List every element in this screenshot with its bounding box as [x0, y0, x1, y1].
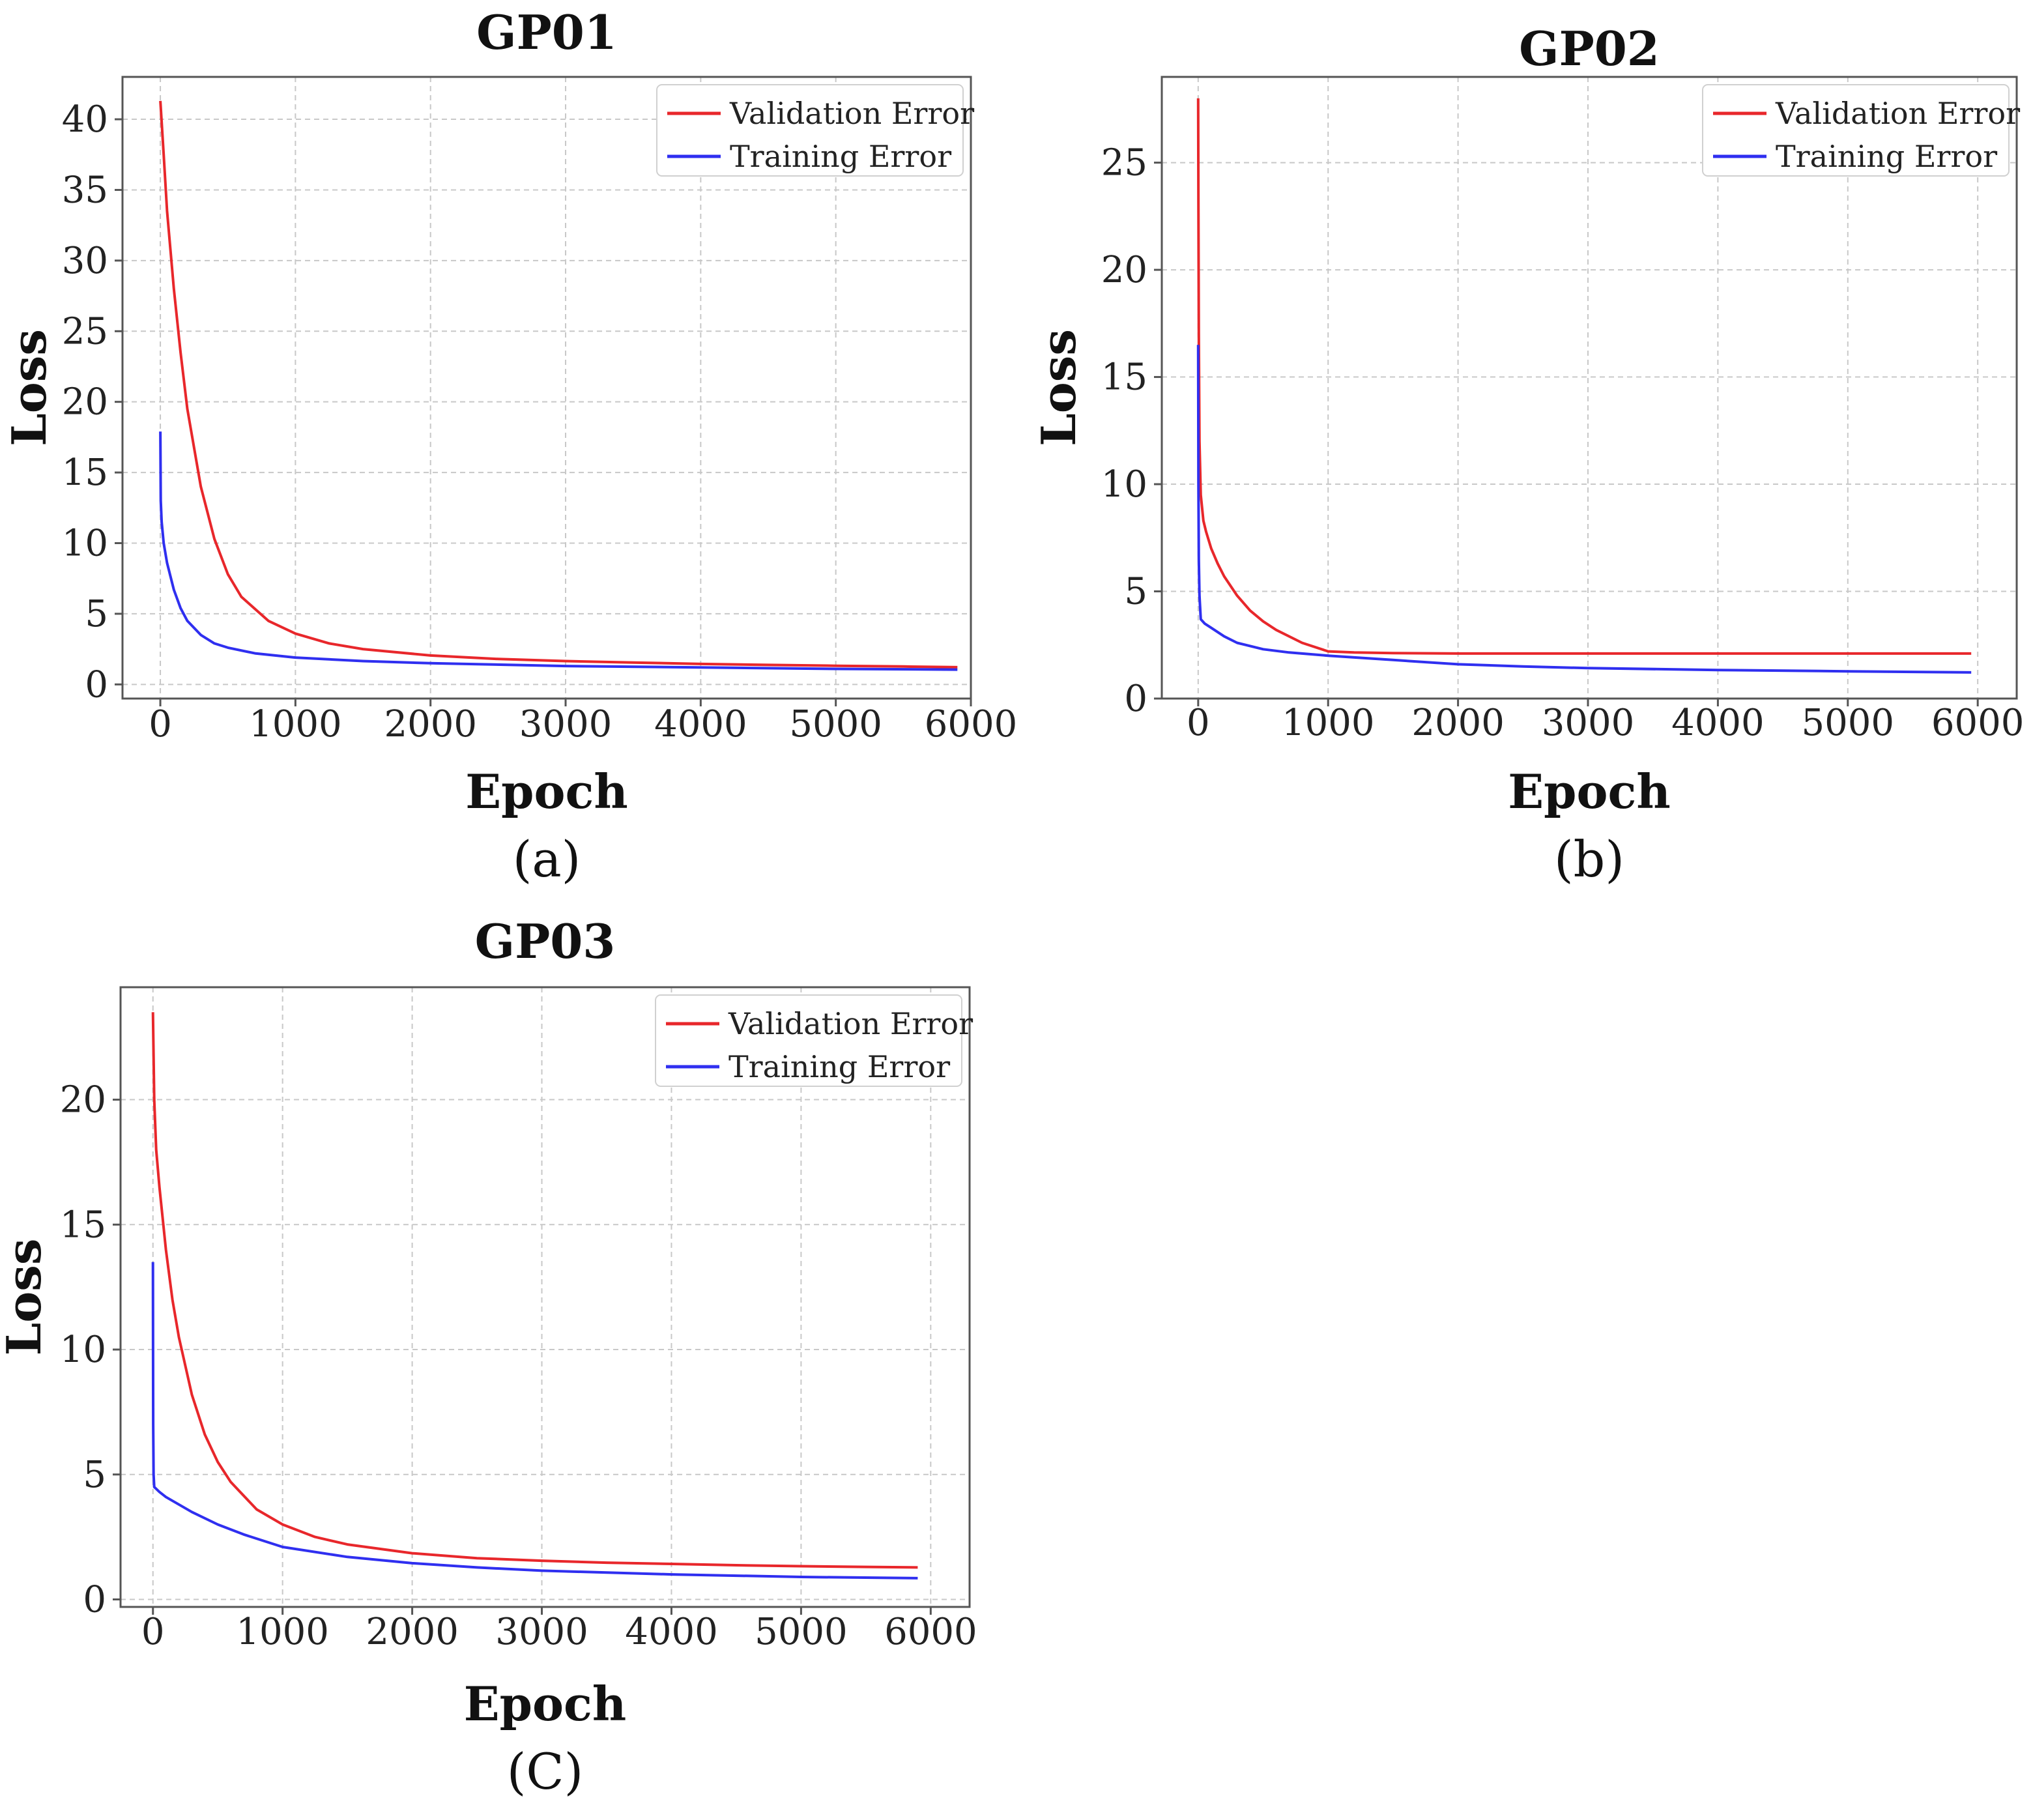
panel-caption: (C) — [507, 1742, 583, 1800]
y-tick-label: 25 — [62, 310, 108, 353]
x-tick-label: 0 — [1187, 702, 1210, 744]
y-tick-label: 0 — [1124, 678, 1147, 720]
legend-label: Training Error — [730, 139, 951, 174]
x-tick-label: 5000 — [755, 1611, 848, 1653]
chart-title: GP01 — [476, 5, 617, 60]
y-tick-label: 20 — [62, 381, 108, 424]
x-axis-label: Epoch — [464, 1676, 626, 1731]
y-tick-label: 30 — [62, 240, 108, 282]
legend: Validation Error Training Error — [655, 994, 973, 1087]
panel-caption: (a) — [513, 830, 581, 888]
chart-gp02: 0 1000 2000 3000 4000 5000 6000 0 5 10 15 20 25 Valid… — [1031, 21, 2024, 888]
x-tick-label: 5000 — [1802, 702, 1895, 744]
plot-frame — [121, 76, 972, 700]
y-tick-label: 0 — [85, 663, 108, 706]
chart-gp01: 0 1000 2000 3000 4000 5000 6000 0 5 10 15 20 25 30 35 4… — [1, 5, 1017, 888]
x-tick-label: 1000 — [1282, 702, 1375, 744]
y-tick-label: 10 — [62, 523, 108, 565]
legend-label: Training Error — [1776, 139, 1997, 174]
y-tick-label: 15 — [1101, 356, 1147, 399]
y-axis-label: Loss — [0, 1239, 51, 1356]
series-line-validation-error — [151, 1012, 918, 1569]
y-tick-label: 20 — [60, 1079, 106, 1121]
x-tick-label: 6000 — [884, 1611, 977, 1653]
x-tick-label: 0 — [141, 1611, 165, 1653]
legend-label: Validation Error — [728, 1006, 973, 1041]
x-tick-label: 3000 — [519, 703, 613, 745]
legend-box — [656, 84, 964, 177]
x-tick-label: 4000 — [625, 1611, 718, 1653]
y-tick-label: 10 — [60, 1329, 106, 1371]
y-tick-label: 35 — [62, 169, 108, 211]
x-tick-label: 4000 — [1671, 702, 1765, 744]
chart-title: GP02 — [1519, 21, 1660, 76]
y-tick-label: 5 — [85, 593, 108, 635]
x-axis-label: Epoch — [1508, 764, 1670, 819]
x-tick-label: 3000 — [495, 1611, 588, 1653]
series-line-training-error — [1196, 345, 1972, 674]
legend: Validation Error Training Error — [656, 84, 974, 177]
series-line-validation-error — [159, 100, 958, 669]
x-tick-label: 2000 — [1411, 702, 1505, 744]
y-tick-label: 40 — [62, 98, 108, 141]
x-tick-label: 6000 — [1931, 702, 2025, 744]
y-axis-label: Loss — [1, 329, 57, 446]
y-tick-label: 10 — [1101, 463, 1147, 506]
legend-box — [1702, 84, 2010, 177]
legend-label: Validation Error — [1775, 96, 2020, 131]
x-tick-label: 2000 — [366, 1611, 459, 1653]
y-tick-label: 15 — [60, 1204, 106, 1246]
series-line-validation-error — [1196, 98, 1972, 655]
y-tick-label: 5 — [1124, 571, 1147, 613]
panel-caption: (b) — [1554, 830, 1624, 888]
x-tick-label: 1000 — [249, 703, 342, 745]
plot-frame — [119, 986, 971, 1608]
y-tick-label: 5 — [83, 1454, 106, 1496]
x-tick-label: 2000 — [384, 703, 477, 745]
x-tick-label: 5000 — [789, 703, 882, 745]
plot-frame — [1161, 76, 2018, 700]
y-tick-label: 15 — [62, 452, 108, 494]
x-tick-label: 0 — [149, 703, 172, 745]
y-tick-label: 0 — [83, 1578, 106, 1621]
series-line-training-error — [151, 1262, 918, 1580]
y-tick-label: 20 — [1101, 249, 1147, 291]
legend-label: Validation Error — [729, 96, 974, 131]
x-tick-label: 4000 — [654, 703, 747, 745]
chart-title: GP03 — [475, 914, 616, 969]
legend: Validation Error Training Error — [1702, 84, 2020, 177]
series-line-training-error — [159, 431, 958, 671]
x-tick-label: 3000 — [1542, 702, 1635, 744]
x-tick-label: 6000 — [925, 703, 1018, 745]
x-tick-label: 1000 — [236, 1611, 329, 1653]
chart-gp03: 0 1000 2000 3000 4000 5000 6000 0 5 10 15 20 Validat… — [0, 914, 977, 1800]
legend-label: Training Error — [728, 1049, 950, 1084]
y-axis-label: Loss — [1031, 329, 1086, 446]
y-tick-label: 25 — [1101, 142, 1147, 184]
x-axis-label: Epoch — [465, 764, 627, 819]
legend-box — [655, 994, 962, 1087]
